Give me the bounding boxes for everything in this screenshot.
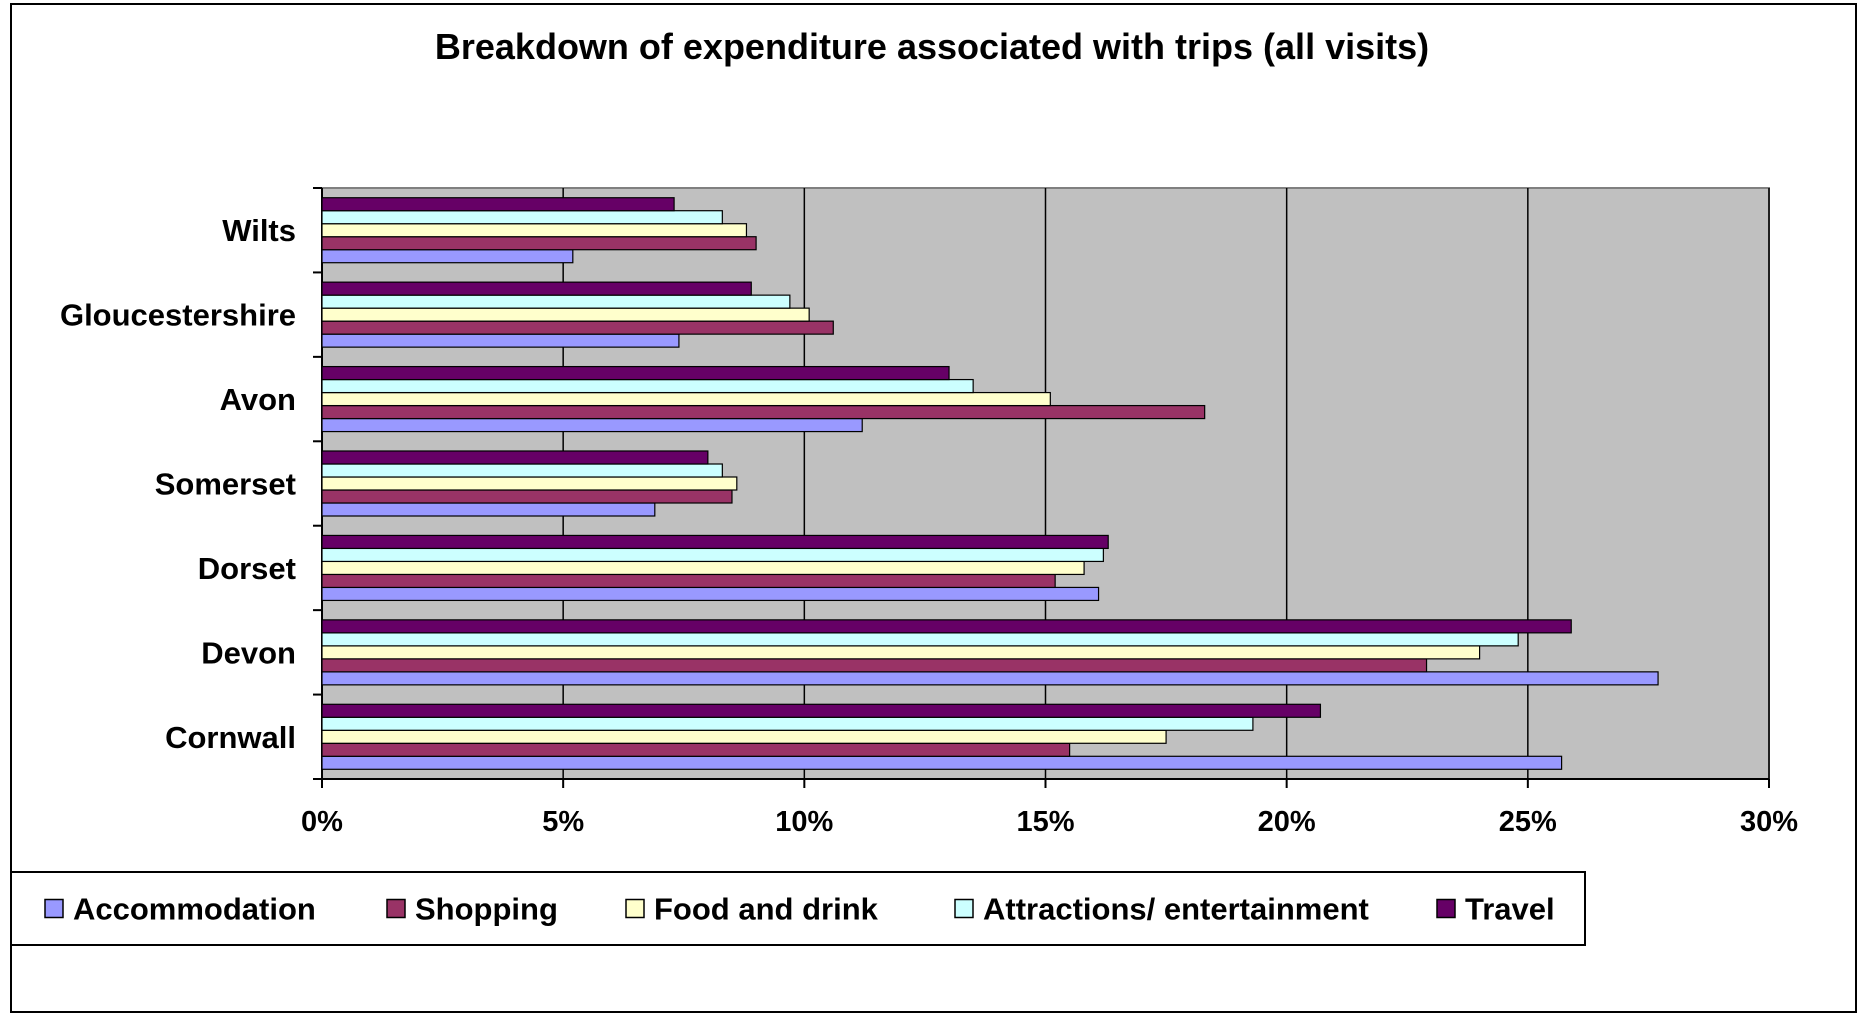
legend-box <box>10 871 1586 946</box>
category-label-somerset: Somerset <box>155 467 296 502</box>
category-label-dorset: Dorset <box>198 551 296 586</box>
bar-cornwall-shopping <box>321 742 1071 757</box>
bar-somerset-shopping <box>321 489 733 504</box>
bar-dorset-shopping <box>321 573 1056 589</box>
bar-devon-shopping <box>321 658 1428 673</box>
bar-somerset-food-and-drink <box>321 476 738 491</box>
bar-wilts-shopping <box>321 236 757 251</box>
bar-avon-shopping <box>321 404 1206 420</box>
legend-swatch-travel <box>1436 898 1456 919</box>
category-label-cornwall: Cornwall <box>165 720 296 755</box>
legend: Accommodation Shopping Food and drink Attra… <box>10 871 1586 946</box>
x-tick-label: 10% <box>775 806 833 838</box>
chart-title: Breakdown of expenditure associated with… <box>435 26 1429 67</box>
category-label-wilts: Wilts <box>222 213 296 248</box>
legend-swatch-attractions-entertainment <box>954 898 974 919</box>
bar-dorset-food-and-drink <box>321 560 1085 576</box>
x-tick-label: 15% <box>1016 806 1074 838</box>
bar-devon-travel <box>321 619 1572 634</box>
bar-cornwall-food-and-drink <box>321 729 1167 744</box>
bar-avon-attractions-entertainment <box>321 378 974 394</box>
bar-devon-accommodation <box>321 671 1659 686</box>
x-tick-label: 20% <box>1258 806 1316 838</box>
bar-dorset-attractions-entertainment <box>321 547 1104 563</box>
bar-cornwall-travel <box>321 703 1322 718</box>
bar-wilts-food-and-drink <box>321 223 748 238</box>
category-label-avon: Avon <box>220 382 296 417</box>
bar-cornwall-accommodation <box>321 755 1563 770</box>
bar-gloucestershire-food-and-drink <box>321 307 810 322</box>
bar-wilts-travel <box>321 197 675 212</box>
x-tick-label: 25% <box>1499 806 1557 838</box>
legend-label-travel: Travel <box>1465 892 1555 927</box>
x-tick-label: 30% <box>1740 806 1798 838</box>
bar-gloucestershire-shopping <box>321 320 834 335</box>
legend-label-attractions-entertainment: Attractions/ entertainment <box>983 892 1369 927</box>
bar-dorset-accommodation <box>321 586 1100 602</box>
legend-swatch-food-and-drink <box>625 898 645 919</box>
bar-wilts-accommodation <box>321 249 574 264</box>
bar-gloucestershire-travel <box>321 281 752 296</box>
bar-gloucestershire-attractions-entertainment <box>321 294 791 309</box>
bar-avon-travel <box>321 365 950 381</box>
legend-label-shopping: Shopping <box>415 892 558 927</box>
legend-label-accommodation: Accommodation <box>73 892 316 927</box>
legend-label-food-and-drink: Food and drink <box>654 892 879 927</box>
bar-cornwall-attractions-entertainment <box>321 716 1254 731</box>
x-tick-label: 5% <box>542 806 584 838</box>
bar-devon-food-and-drink <box>321 645 1481 660</box>
plot-area: 0% 5% 10% 15% 20% 25% 30% Cornwall Devon Dorset So… <box>60 187 1798 838</box>
bar-dorset-travel <box>321 534 1109 550</box>
bar-devon-attractions-entertainment <box>321 632 1519 647</box>
bar-avon-food-and-drink <box>321 391 1051 407</box>
category-label-devon: Devon <box>201 635 296 670</box>
x-tick-label: 0% <box>301 806 343 838</box>
category-label-gloucestershire: Gloucestershire <box>60 298 296 333</box>
bar-somerset-travel <box>321 450 709 465</box>
legend-swatch-shopping <box>386 898 406 919</box>
bar-avon-accommodation <box>321 417 863 433</box>
bar-somerset-attractions-entertainment <box>321 463 723 478</box>
legend-swatch-accommodation <box>44 898 64 919</box>
bar-wilts-attractions-entertainment <box>321 210 723 225</box>
bar-gloucestershire-accommodation <box>321 333 680 348</box>
bar-somerset-accommodation <box>321 502 656 517</box>
